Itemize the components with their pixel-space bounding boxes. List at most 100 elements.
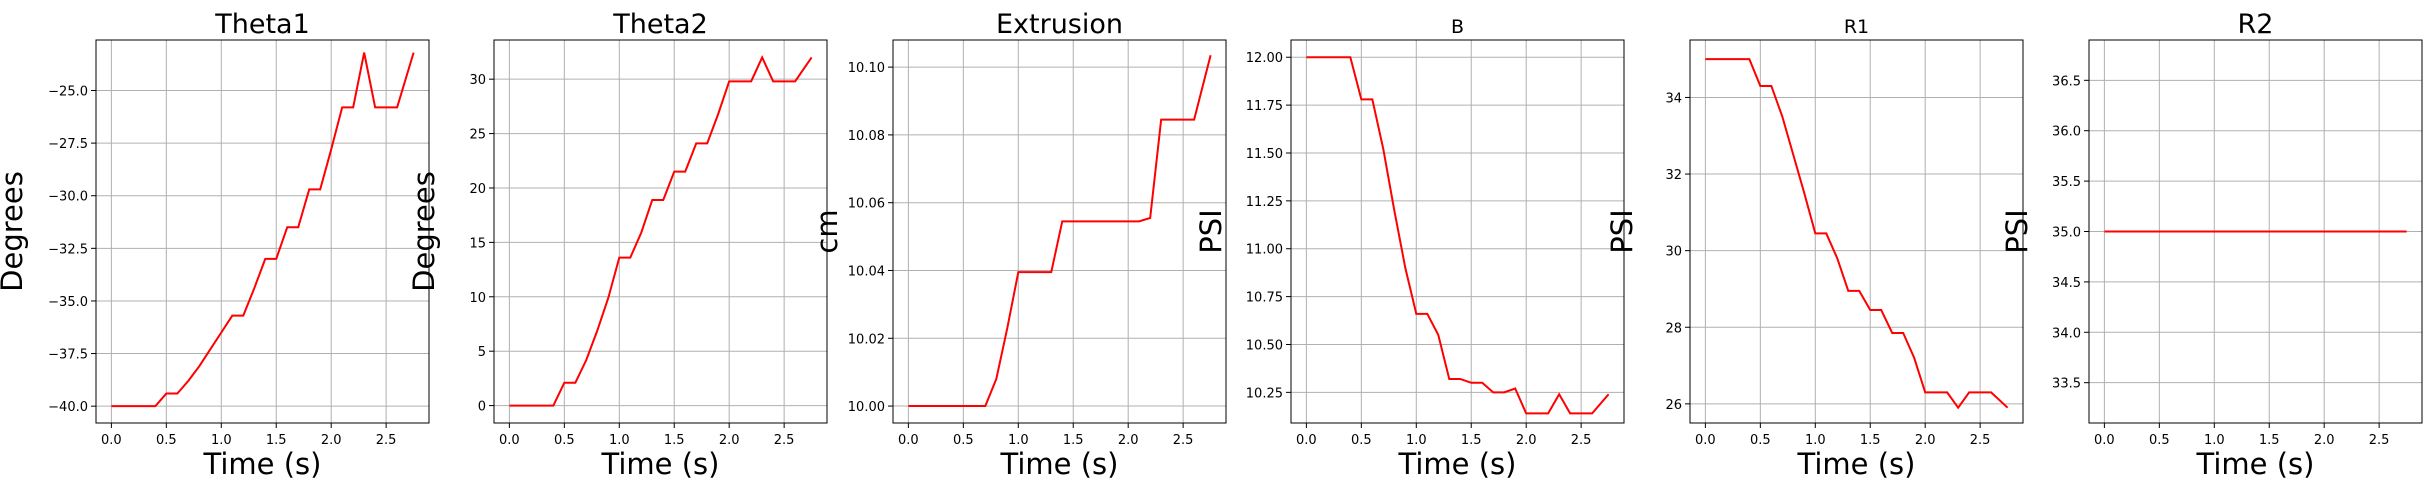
- chart-4-y-axis-label: PSI: [1194, 209, 1228, 253]
- chart-5-x-tick-label: 1.5: [1860, 433, 1881, 448]
- chart-5-y-axis-label: PSI: [1605, 209, 1639, 253]
- chart-6-x-tick-label: 0.5: [2149, 433, 2170, 448]
- chart-1-x-tick-label: 2.5: [376, 433, 397, 448]
- chart-1-y-tick-label: −25.0: [48, 85, 88, 100]
- chart-4-y-tick-label: 10.50: [1246, 338, 1283, 353]
- chart-3-x-tick-label: 1.5: [1063, 433, 1084, 448]
- chart-2-y-tick-label: 5: [478, 345, 486, 360]
- chart-2-plot-frame: [493, 39, 828, 424]
- chart-6-x-tick-label: 0.0: [2094, 433, 2115, 448]
- chart-2-title: Theta2: [612, 9, 708, 40]
- chart-5-series-line: [1705, 58, 2009, 410]
- chart-1-x-tick-label: 1.0: [211, 433, 232, 448]
- chart-4-plot-frame: [1290, 39, 1625, 424]
- chart-4-x-tick-label: 0.0: [1296, 433, 1317, 448]
- chart-2-y-tick-label: 10: [469, 291, 486, 306]
- chart-5-y-tick-label: 26: [1665, 398, 1682, 413]
- chart-1-x-tick-label: 2.0: [321, 433, 342, 448]
- chart-2-x-tick-label: 1.0: [609, 433, 630, 448]
- chart-1-y-tick-label: −40.0: [48, 400, 88, 415]
- chart-1-y-tick-label: −32.5: [48, 242, 88, 257]
- chart-2-y-tick-label: 0: [478, 400, 486, 415]
- chart-4-title: B: [1451, 16, 1464, 38]
- chart-1-x-tick-label: 0.5: [156, 433, 177, 448]
- chart-4-y-tick-label: 11.50: [1246, 147, 1283, 162]
- chart-4-y-tick-label: 11.75: [1246, 99, 1283, 114]
- chart-3-x-tick-label: 2.0: [1118, 433, 1139, 448]
- chart-4-x-tick-label: 2.5: [1571, 433, 1592, 448]
- chart-4-x-tick-label: 1.0: [1406, 433, 1427, 448]
- chart-5-x-axis-label: Time (s): [1797, 447, 1916, 481]
- chart-2-x-tick-label: 1.5: [664, 433, 685, 448]
- chart-3-y-tick-label: 10.10: [848, 61, 885, 76]
- chart-4-y-tick-label: 11.00: [1246, 243, 1283, 258]
- chart-3-y-tick-label: 10.06: [848, 197, 885, 212]
- chart-5-y-tick-label: 32: [1665, 168, 1682, 183]
- chart-2-series-line: [509, 55, 813, 407]
- chart-1-x-tick-label: 1.5: [266, 433, 287, 448]
- chart-6-y-tick-label: 35.5: [2052, 175, 2081, 190]
- chart-1-panel: 0.0 0.5 1.0 1.5 2.0 2.5 −40.0 −37.5 −35.0 −32.5 −3…: [0, 9, 430, 481]
- chart-3-y-axis-label: cm: [810, 209, 844, 253]
- chart-5-x-tick-label: 0.5: [1750, 433, 1771, 448]
- chart-6-panel: 0.0 0.5 1.0 1.5 2.0 2.5 33.5 34.0 34.5 35.0 35.5 36…: [2000, 9, 2423, 481]
- chart-3-x-tick-label: 0.0: [898, 433, 919, 448]
- chart-5-y-tick-label: 34: [1665, 91, 1682, 106]
- chart-6-y-tick-label: 34.5: [2052, 276, 2081, 291]
- chart-5-x-tick-label: 1.0: [1805, 433, 1826, 448]
- chart-6-x-tick-label: 1.0: [2204, 433, 2225, 448]
- chart-5-plot-frame: [1689, 39, 2024, 424]
- chart-4-y-tick-label: 10.25: [1246, 386, 1283, 401]
- chart-2-x-tick-label: 0.5: [554, 433, 575, 448]
- chart-4-x-tick-label: 0.5: [1351, 433, 1372, 448]
- chart-5-x-tick-label: 2.0: [1915, 433, 1936, 448]
- chart-6-y-tick-label: 36.0: [2052, 125, 2081, 140]
- chart-2-y-tick-label: 15: [469, 236, 486, 251]
- chart-1-series-line: [111, 52, 415, 408]
- chart-1-y-tick-label: −30.0: [48, 190, 88, 205]
- chart-1-y-tick-label: −35.0: [48, 295, 88, 310]
- chart-3-panel: 0.0 0.5 1.0 1.5 2.0 2.5 10.00 10.02 10.04 10.06 10…: [810, 9, 1227, 481]
- chart-6-x-axis-label: Time (s): [2196, 447, 2315, 481]
- chart-4-x-tick-label: 2.0: [1516, 433, 1537, 448]
- chart-3-plot-frame: [892, 39, 1227, 424]
- chart-3-title: Extrusion: [996, 9, 1123, 40]
- chart-1-x-axis-label: Time (s): [203, 447, 322, 481]
- chart-5-panel: 0.0 0.5 1.0 1.5 2.0 2.5 26 28 30 32 34 R1 Time (s) PS…: [1605, 16, 2024, 481]
- chart-6-y-tick-label: 33.5: [2052, 377, 2081, 392]
- chart-6-y-tick-label: 36.5: [2052, 74, 2081, 89]
- chart-3-y-tick-label: 10.02: [848, 332, 885, 347]
- chart-4-y-tick-label: 10.75: [1246, 291, 1283, 306]
- chart-3-series-line: [908, 55, 1212, 408]
- chart-4-series-line: [1306, 56, 1610, 415]
- chart-5-x-tick-label: 0.0: [1695, 433, 1716, 448]
- chart-6-x-tick-label: 2.0: [2314, 433, 2335, 448]
- chart-1-y-tick-label: −27.5: [48, 137, 88, 152]
- chart-3-y-tick-label: 10.00: [848, 400, 885, 415]
- chart-4-x-axis-label: Time (s): [1398, 447, 1517, 481]
- chart-2-x-tick-label: 0.0: [499, 433, 520, 448]
- chart-6-y-tick-label: 34.0: [2052, 326, 2081, 341]
- chart-3-y-tick-label: 10.04: [848, 264, 885, 279]
- chart-2-x-tick-label: 2.5: [774, 433, 795, 448]
- chart-6-x-tick-label: 1.5: [2259, 433, 2280, 448]
- chart-2-y-tick-label: 30: [469, 73, 486, 88]
- chart-1-y-tick-label: −37.5: [48, 348, 88, 363]
- chart-1-plot-frame: [95, 39, 430, 424]
- chart-2-x-tick-label: 2.0: [719, 433, 740, 448]
- chart-6-y-tick-label: 35.0: [2052, 226, 2081, 241]
- chart-5-y-tick-label: 30: [1665, 245, 1682, 260]
- chart-1-title: Theta1: [214, 9, 310, 40]
- chart-3-y-tick-label: 10.08: [848, 129, 885, 144]
- chart-4-y-tick-label: 11.25: [1246, 195, 1283, 210]
- chart-3-x-tick-label: 1.0: [1008, 433, 1029, 448]
- chart-4-panel: 0.0 0.5 1.0 1.5 2.0 2.5 10.25 10.50 10.75 11.00 11…: [1194, 16, 1625, 481]
- chart-3-x-tick-label: 0.5: [953, 433, 974, 448]
- chart-2-y-tick-label: 25: [469, 128, 486, 143]
- chart-6-title: R2: [2238, 9, 2274, 40]
- chart-3-x-axis-label: Time (s): [1000, 447, 1119, 481]
- chart-4-x-tick-label: 1.5: [1461, 433, 1482, 448]
- chart-1-y-axis-label: Degrees: [0, 171, 29, 292]
- chart-2-x-axis-label: Time (s): [601, 447, 720, 481]
